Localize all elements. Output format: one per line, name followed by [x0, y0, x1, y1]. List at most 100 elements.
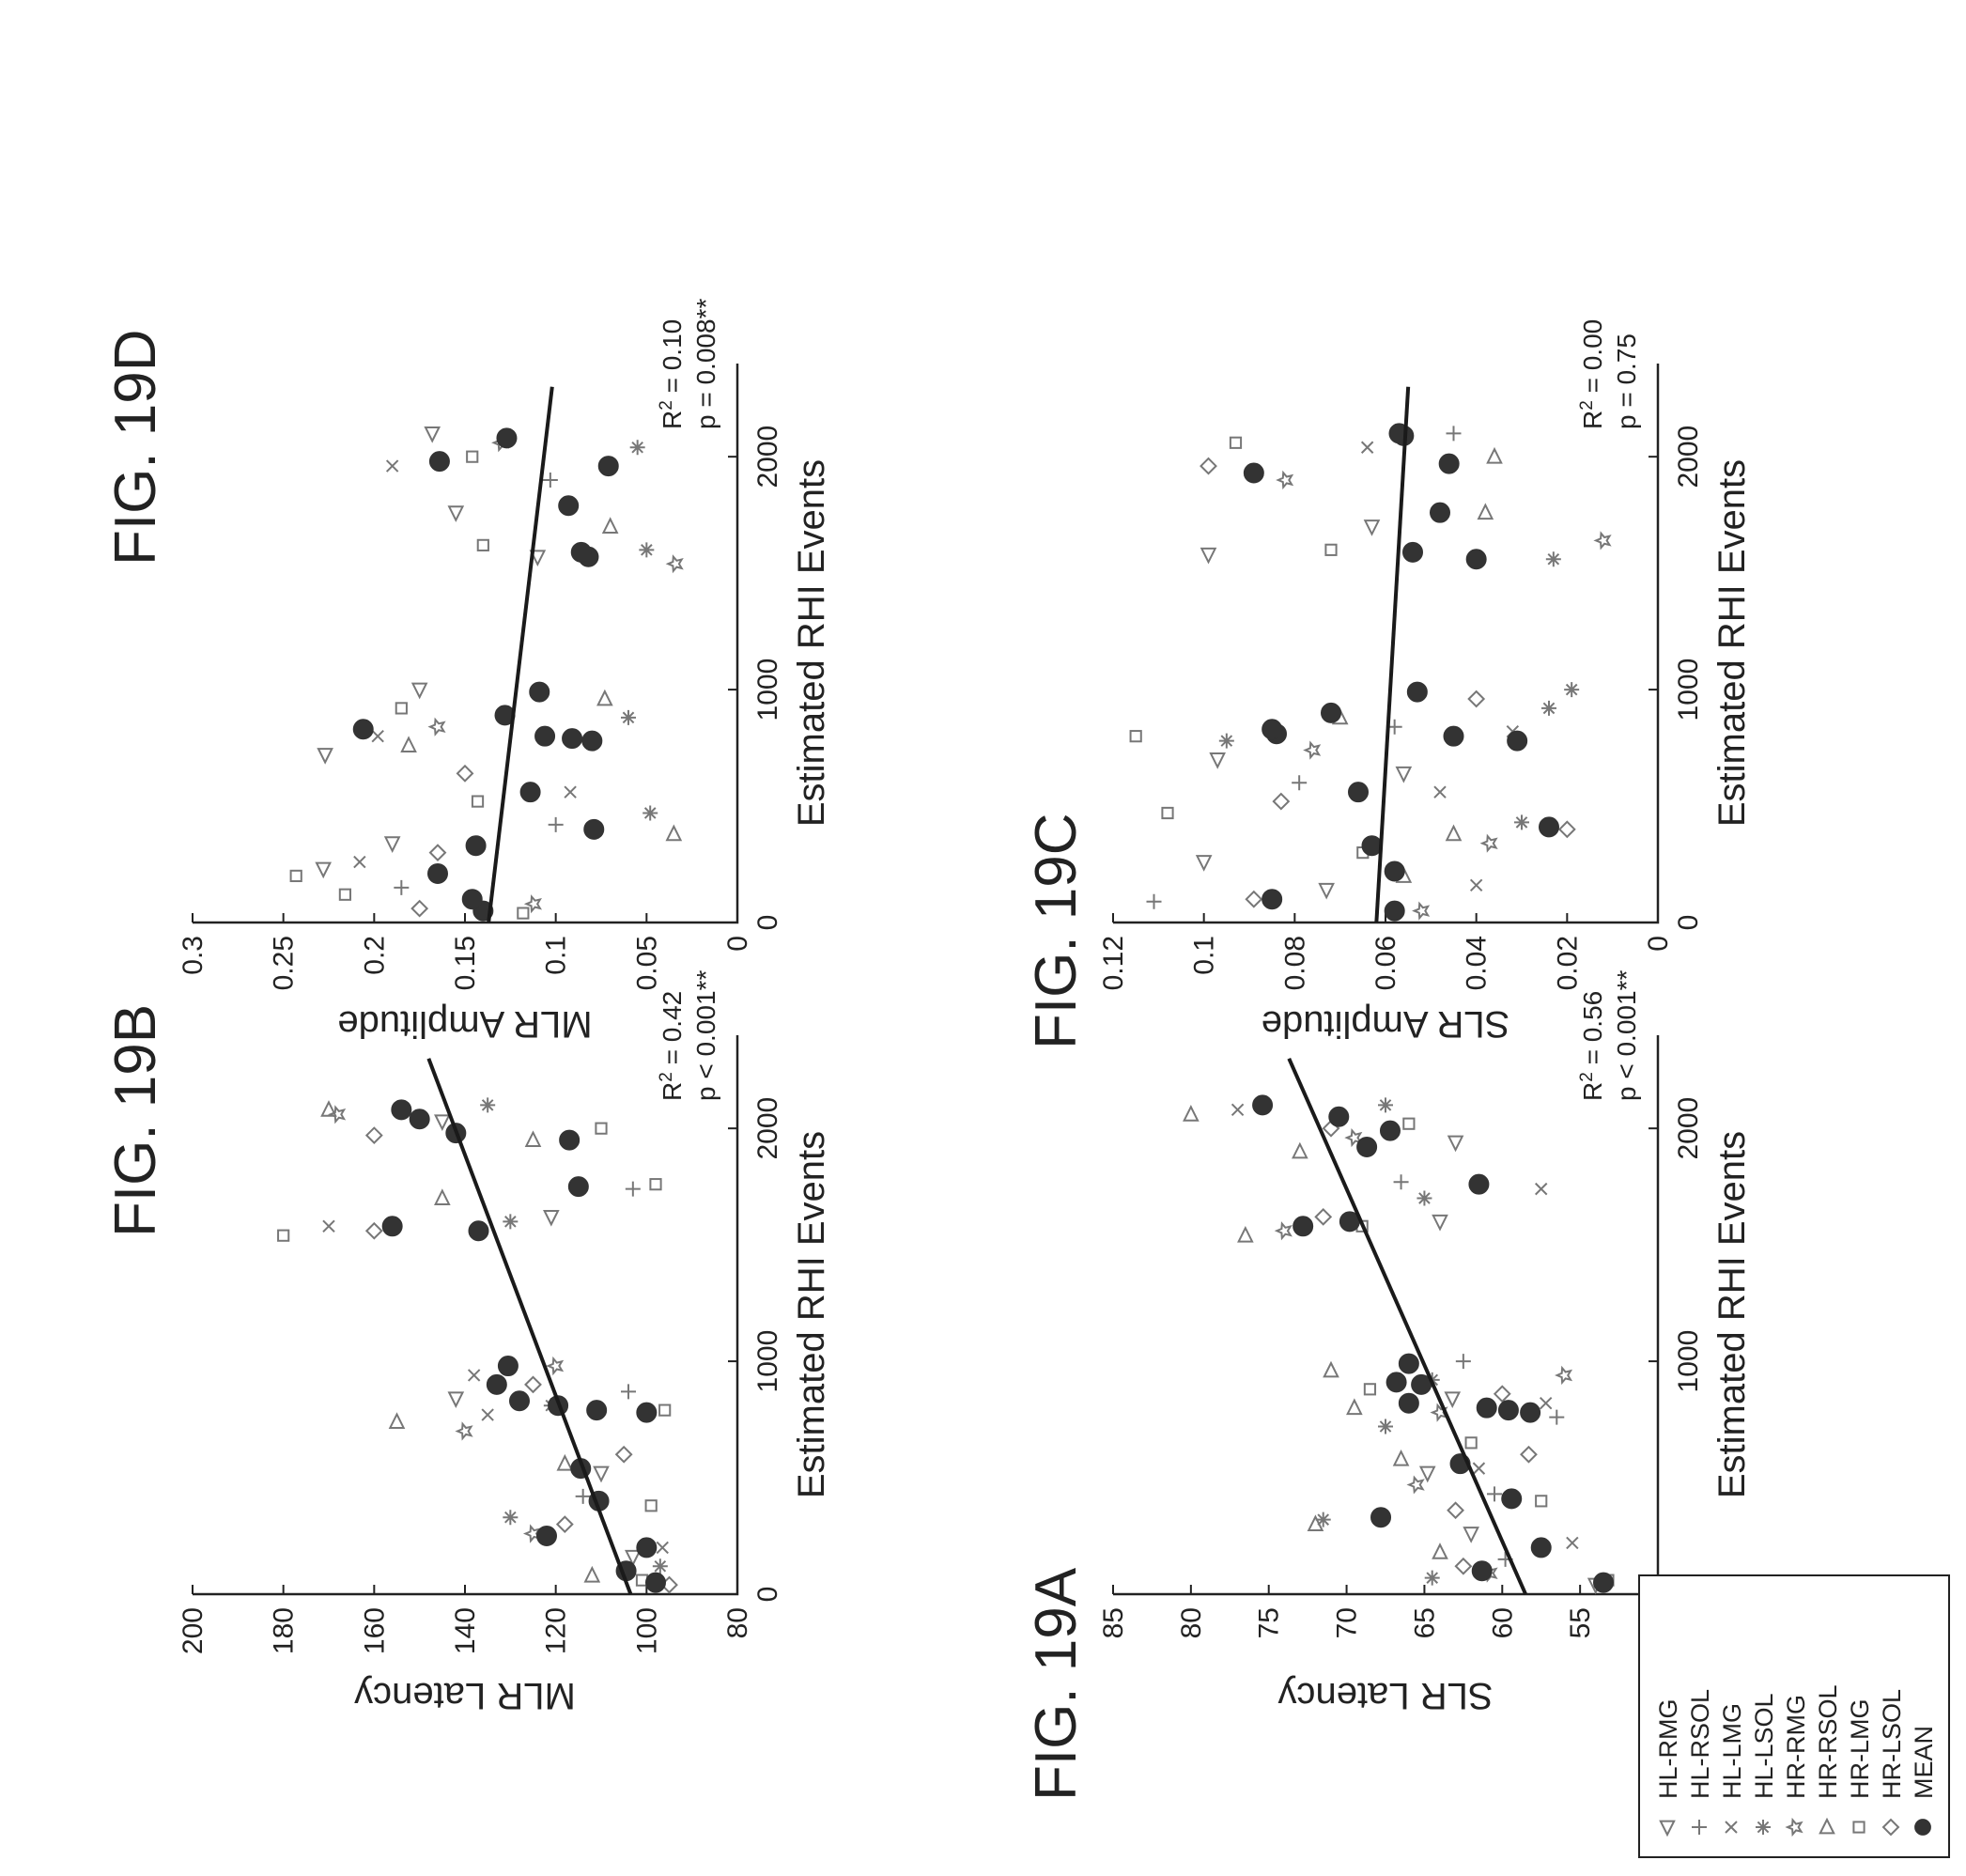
- scatter-point-hr-lsol: [456, 764, 474, 783]
- scatter-point-hl-lmg: [467, 1369, 481, 1382]
- mean-point: [496, 427, 518, 449]
- scatter-point-hl-rmg: [424, 426, 441, 443]
- mean-point: [1370, 1507, 1392, 1528]
- scatter-point-hl-rmg: [1444, 1391, 1462, 1408]
- scatter-point-hr-lmg: [1229, 436, 1243, 449]
- scatter-point-hr-lsol: [614, 1445, 633, 1464]
- scatter-point-hr-rsol: [1392, 1449, 1410, 1466]
- scatter-point-hr-rmg: [523, 894, 542, 914]
- scatter-point-hr-lsol: [660, 1575, 678, 1594]
- mean-point: [465, 835, 487, 857]
- y-tick-label: 0: [722, 936, 753, 952]
- mean-point: [1398, 1392, 1419, 1414]
- scatter-point-hl-lmg: [371, 729, 384, 743]
- mean-point: [1430, 502, 1450, 523]
- scatter-point-hr-lmg: [476, 538, 489, 551]
- scatter-point-hr-rsol: [434, 1188, 451, 1205]
- mean-point: [1356, 1137, 1378, 1157]
- mean-point: [583, 818, 605, 840]
- mean-point: [461, 889, 483, 910]
- scatter-point-hl-lsol: [1378, 1419, 1393, 1434]
- legend-marker-hr-rsol: [1819, 1817, 1835, 1835]
- axes-spine: [1113, 364, 1660, 924]
- scatter-point-hl-rsol: [1487, 1486, 1502, 1502]
- scatter-point-hl-rmg: [1463, 1527, 1479, 1543]
- scatter-point-hr-lmg: [395, 702, 408, 715]
- scatter-point-hl-lmg: [1539, 1397, 1553, 1410]
- mean-point: [1262, 719, 1283, 740]
- legend-entry-label: HR-LSOL: [1878, 1689, 1906, 1799]
- x-tick-label: 0: [752, 915, 783, 931]
- scatter-point-hr-rsol: [665, 824, 683, 842]
- legend-marker-mean: [1914, 1819, 1931, 1836]
- mean-point: [352, 719, 374, 740]
- mean-point: [536, 1526, 557, 1547]
- mean-point: [1348, 782, 1369, 803]
- mean-point: [1507, 730, 1528, 752]
- scatter-point-hl-lsol: [503, 1510, 519, 1526]
- mean-point: [1443, 725, 1464, 747]
- mean-point: [559, 1129, 581, 1151]
- scatter-point-hr-lsol: [1520, 1445, 1538, 1464]
- legend: HL-RMG HL-RSOL HL-LMG HL-LSOL HR-RMG HR-RSOL H…: [1638, 1574, 1950, 1858]
- scatter-point-hl-rsol: [542, 472, 558, 488]
- mean-point: [1262, 889, 1283, 910]
- scatter-point-hr-rmg: [455, 1421, 473, 1441]
- mean-point: [497, 1356, 519, 1377]
- y-tick-label: 60: [1487, 1607, 1518, 1638]
- x-axis-label: Estimated RHI Events: [1711, 459, 1753, 827]
- scatter-point-hr-lsol: [555, 1515, 574, 1534]
- mean-point: [1384, 900, 1405, 922]
- scatter-point-hr-lsol: [1557, 820, 1576, 839]
- scatter-point-hl-rsol: [1393, 1174, 1409, 1190]
- y-axis-label: SLR Amplitude: [1262, 1003, 1510, 1045]
- r-squared-text: R2 = 0.56: [1577, 991, 1608, 1101]
- legend-entry-label: HL-RMG: [1654, 1699, 1682, 1800]
- scatter-point-hl-lsol: [629, 440, 645, 456]
- scatter-point-hr-rsol: [1237, 1225, 1254, 1243]
- legend-entry-label: HR-RMG: [1782, 1695, 1810, 1799]
- panel-fig-19b: FIG. 19B80100120140160180200010002000Est…: [103, 970, 832, 1716]
- x-tick-label: 2000: [1673, 1097, 1704, 1160]
- mean-point: [1465, 549, 1487, 570]
- mean-point: [529, 681, 550, 703]
- scatter-point-hl-lsol: [639, 542, 655, 558]
- scatter-point-hr-rsol: [524, 1130, 542, 1147]
- scatter-point-hr-lmg: [466, 450, 479, 463]
- scatter-point-hl-rmg: [1195, 855, 1213, 872]
- scatter-point-hl-lsol: [1424, 1570, 1440, 1586]
- scatter-point-hl-rmg: [447, 1391, 465, 1408]
- scatter-point-hl-rsol: [394, 879, 410, 895]
- y-tick-label: 0.25: [269, 936, 300, 990]
- scatter-point-hl-lmg: [353, 855, 366, 869]
- y-tick-label: 0.02: [1552, 936, 1583, 990]
- scatter-point-hr-rmg: [1406, 1475, 1425, 1495]
- scatter-point-hr-rmg: [1412, 901, 1431, 921]
- y-tick-label: 200: [178, 1607, 209, 1654]
- scatter-point-hr-lmg: [644, 1499, 658, 1512]
- scatter-point-hr-lmg: [595, 1122, 608, 1135]
- scatter-point-hr-rmg: [1555, 1365, 1573, 1386]
- scatter-point-hl-lmg: [1433, 785, 1447, 798]
- scatter-point-hl-rsol: [1146, 893, 1162, 909]
- mean-point: [1497, 1400, 1519, 1421]
- figure-label: FIG. 19A: [1024, 1567, 1089, 1801]
- scatter-point-hl-rmg: [529, 550, 547, 567]
- panel-fig-19d: FIG. 19D 0 0.05 0.1 0.15 0.2 0.25 0.3 0 1000 2000 E…: [103, 299, 832, 1045]
- x-tick-label: 0: [1673, 915, 1704, 931]
- scatter-point-hl-rmg: [1209, 752, 1226, 769]
- mean-point: [1243, 462, 1264, 484]
- scatter-point-hl-lsol: [1416, 1190, 1432, 1206]
- scatter-point-hl-lmg: [1469, 878, 1483, 892]
- scatter-point-hl-lsol: [1218, 733, 1234, 749]
- y-tick-label: 0.2: [359, 936, 390, 975]
- p-value-text: p < 0.001**: [1612, 970, 1641, 1101]
- scatter-point-hr-rsol: [1486, 446, 1503, 464]
- scatter-point-hr-rsol: [388, 1412, 406, 1429]
- y-tick-label: 0: [1643, 936, 1674, 952]
- r-squared-text: R2 = 0.42: [657, 991, 688, 1101]
- mean-point: [428, 451, 450, 473]
- scatter-point-hl-rmg: [625, 1549, 642, 1567]
- x-tick-label: 1000: [1673, 659, 1704, 721]
